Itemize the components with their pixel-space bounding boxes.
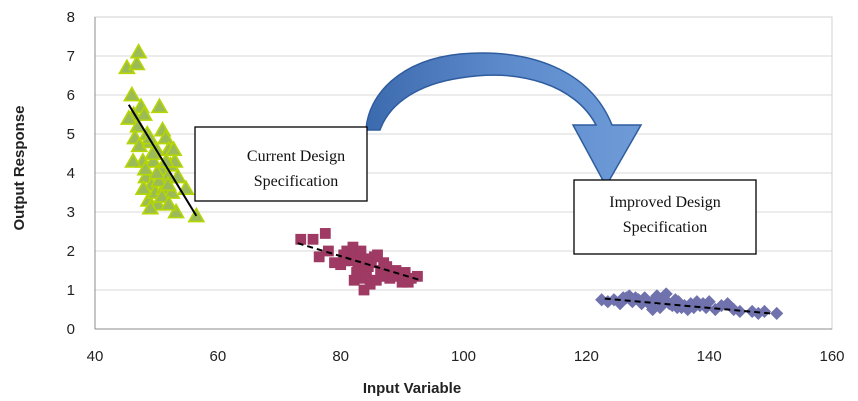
data-point	[150, 97, 169, 114]
data-point	[757, 304, 772, 319]
data-point	[127, 54, 146, 71]
data-point	[646, 302, 660, 317]
callout-text-line: Current Design	[247, 148, 345, 165]
callout-text-line: Specification	[254, 173, 338, 190]
data-point	[307, 233, 319, 245]
data-point	[167, 202, 185, 219]
data-point	[129, 42, 148, 59]
trendline	[127, 104, 198, 217]
y-tick-label: 0	[67, 321, 75, 338]
x-axis-title: Input Variable	[363, 380, 461, 397]
data-point	[124, 152, 142, 168]
y-tick-label: 5	[67, 126, 75, 143]
trendline	[604, 297, 771, 315]
callout-text-line: Improved Design	[609, 194, 721, 211]
data-point	[135, 105, 154, 121]
data-point	[358, 284, 370, 296]
y-tick-label: 1	[67, 282, 75, 299]
y-tick-label: 3	[67, 204, 75, 221]
plot-area	[94, 16, 833, 330]
data-point	[149, 171, 168, 188]
x-tick-label: 100	[451, 348, 476, 365]
x-tick-label: 160	[819, 348, 844, 365]
data-point	[134, 179, 153, 196]
y-tick-label: 2	[67, 243, 75, 260]
data-point	[119, 109, 138, 125]
data-point	[412, 270, 423, 282]
trendline	[297, 242, 421, 282]
data-point	[313, 251, 325, 263]
data-point	[140, 128, 159, 145]
data-point	[340, 255, 351, 267]
x-tick-label: 120	[574, 348, 599, 365]
data-point	[122, 85, 141, 102]
data-point	[322, 245, 334, 257]
callout-text-line: Specification	[623, 219, 707, 236]
data-point	[162, 183, 181, 199]
callout-box	[194, 126, 368, 202]
data-point	[153, 187, 171, 203]
callout-improved-design: Improved Design Specification	[573, 179, 757, 255]
y-tick-label: 4	[67, 165, 75, 182]
data-point	[372, 249, 383, 261]
data-point	[164, 140, 183, 157]
data-point	[141, 198, 160, 215]
y-axis-tick-labels: 0 1 2 3 4 5 6 7 8	[67, 9, 75, 338]
series-square	[295, 228, 423, 296]
data-point	[143, 144, 162, 160]
trendlines	[127, 104, 771, 315]
x-tick-label: 40	[87, 348, 104, 365]
y-tick-label: 7	[67, 48, 75, 65]
x-tick-label: 140	[697, 348, 722, 365]
data-point	[156, 128, 175, 145]
series-triangle	[118, 42, 206, 223]
data-point	[148, 163, 166, 180]
curved-arrow-icon	[365, 52, 643, 188]
data-point	[159, 175, 177, 192]
x-tick-label: 60	[209, 348, 226, 365]
data-point	[144, 152, 163, 168]
data-point	[159, 195, 178, 211]
data-point	[770, 306, 784, 320]
y-tick-label: 6	[67, 87, 75, 104]
data-point	[351, 267, 363, 278]
y-tick-label: 8	[67, 9, 75, 26]
x-tick-label: 80	[332, 348, 349, 365]
data-point	[377, 270, 388, 282]
callout-current-design: Current Design Specification	[194, 126, 368, 202]
data-point	[295, 233, 307, 245]
callout-box	[573, 179, 757, 255]
series-diamond	[595, 287, 784, 320]
x-axis-tick-labels: 40 60 80 100 120 140 160	[87, 348, 845, 365]
data-point	[136, 159, 155, 176]
data-point	[319, 228, 331, 239]
data-point	[659, 287, 673, 301]
y-axis-title: Output Response	[11, 105, 28, 230]
